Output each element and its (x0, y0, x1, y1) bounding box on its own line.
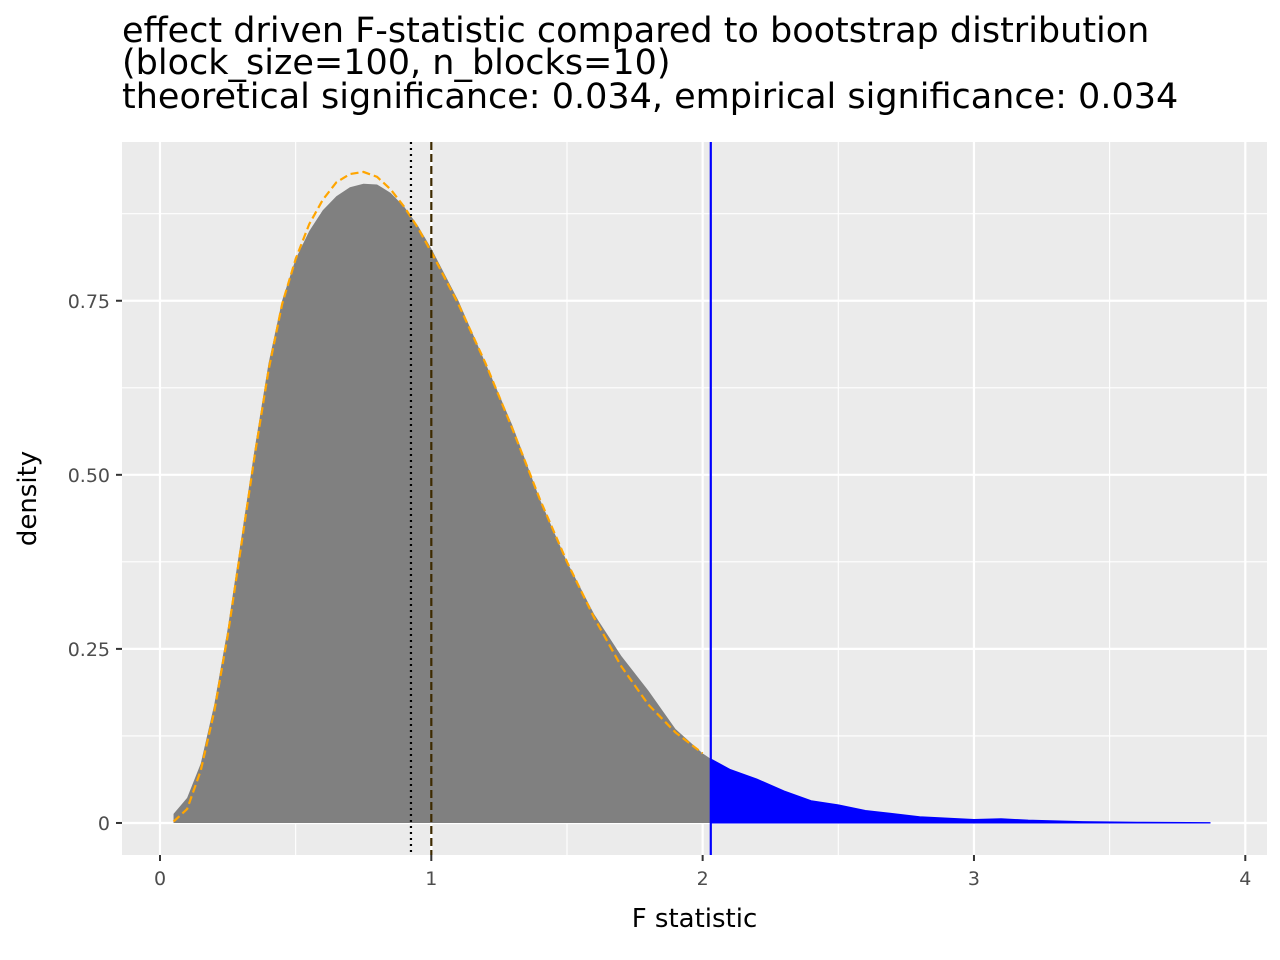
upper-tail-area (710, 758, 1211, 824)
x-axis: 0 1 2 3 4 (154, 855, 1251, 890)
x-tick-label: 4 (1239, 868, 1251, 890)
y-axis: 0 0.25 0.50 0.75 (68, 291, 122, 835)
x-tick-label: 0 (154, 868, 166, 890)
x-axis-title: F statistic (632, 904, 758, 934)
y-tick-label: 0.50 (68, 465, 110, 487)
bootstrap-density-area (173, 183, 1211, 823)
y-tick-label: 0 (98, 813, 110, 835)
theoretical-density-line (172, 170, 704, 823)
title-line-1: effect driven F-statistic compared to bo… (122, 11, 1149, 51)
x-tick-label: 1 (425, 868, 437, 890)
density-layer (172, 170, 1211, 824)
x-tick-label: 3 (968, 868, 980, 890)
x-tick-label: 2 (697, 868, 709, 890)
chart-title: effect driven F-statistic compared to bo… (122, 11, 1178, 117)
y-tick-label: 0.25 (68, 639, 110, 661)
y-tick-label: 0.75 (68, 291, 110, 313)
title-line-2: (block_size=100, n_blocks=10) (122, 43, 671, 83)
reference-lines (409, 142, 712, 855)
title-line-3: theoretical significance: 0.034, empiric… (122, 77, 1178, 117)
y-axis-title: density (13, 451, 43, 546)
